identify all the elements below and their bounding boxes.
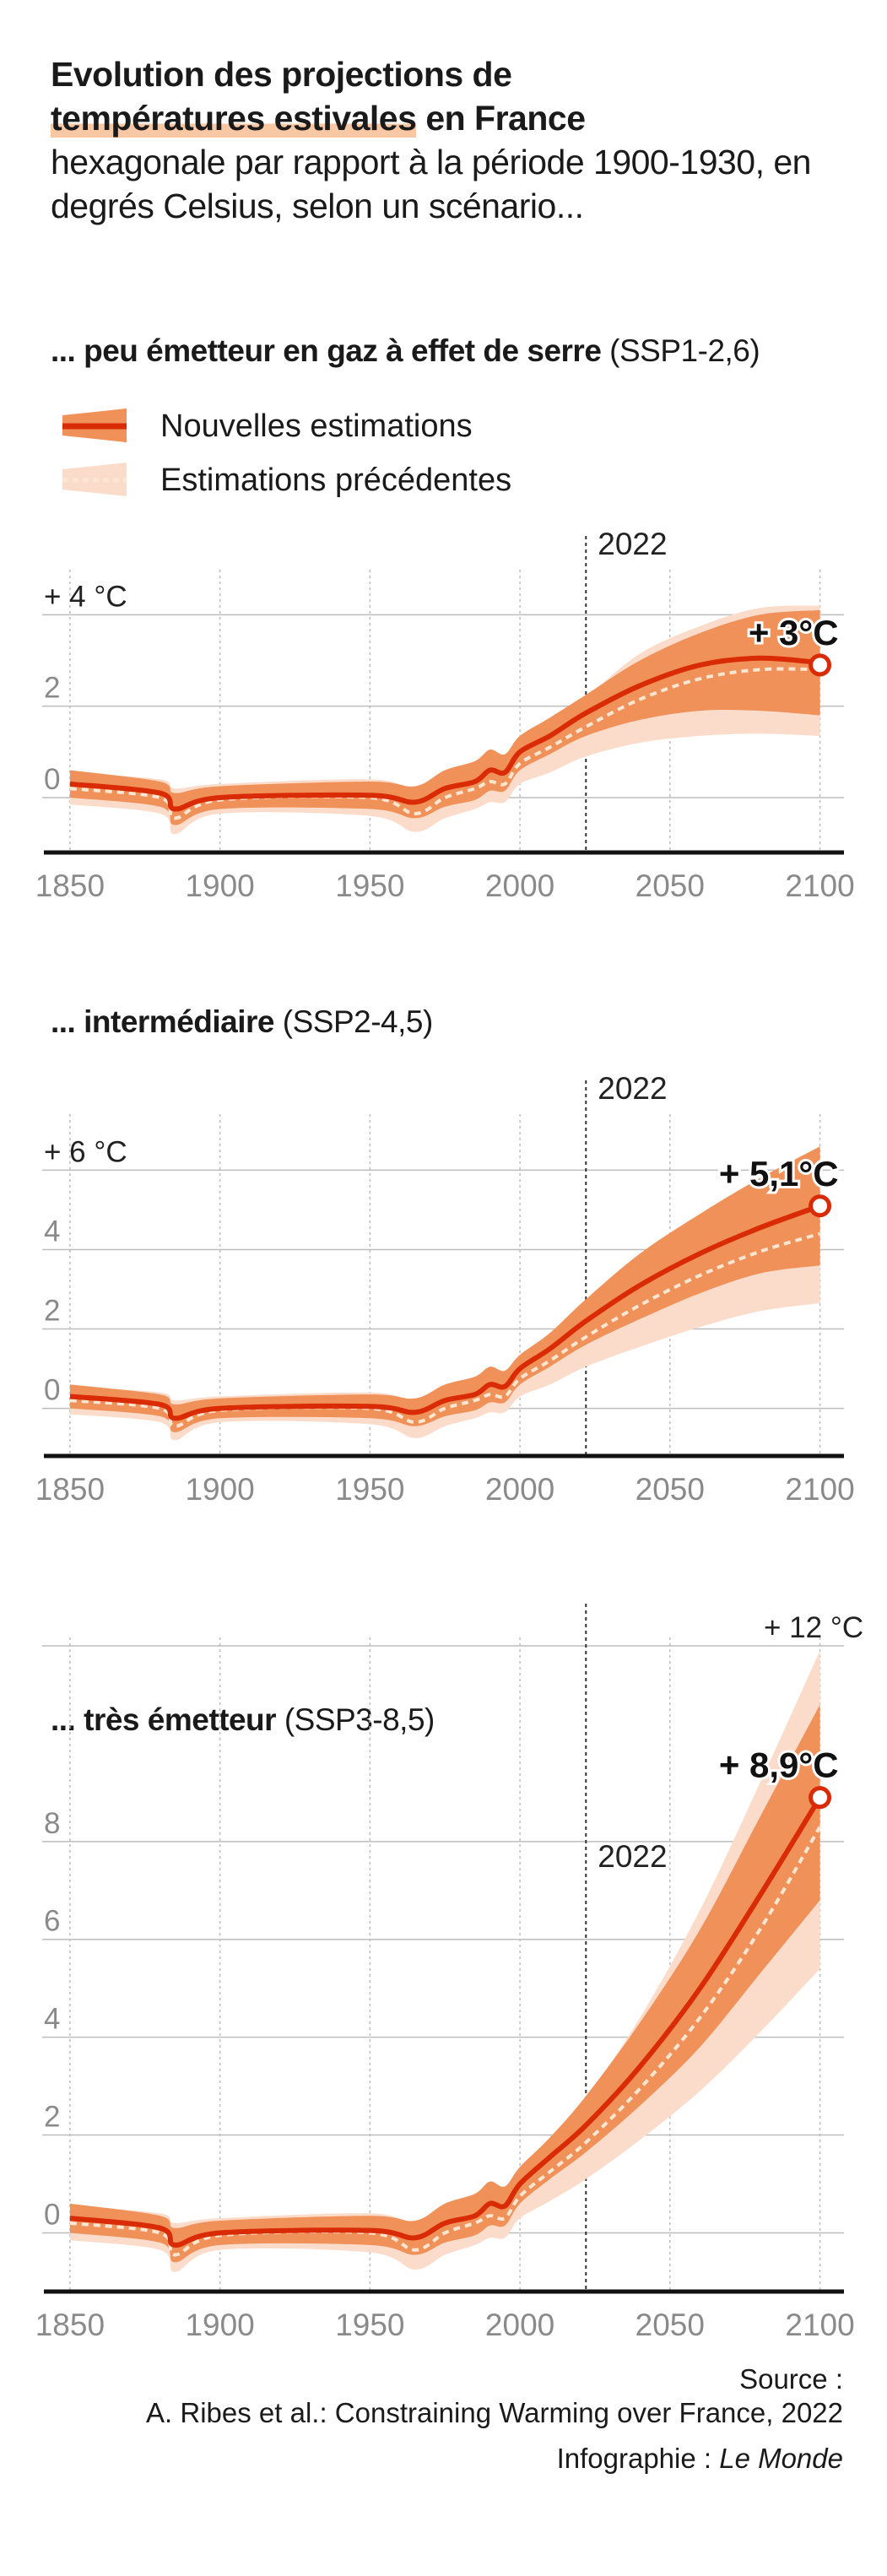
y-tick-label: 8 xyxy=(44,1807,60,1840)
x-tick-label: 1950 xyxy=(335,869,404,903)
x-tick-label: 1950 xyxy=(335,1472,404,1507)
y-tick-label: 2 xyxy=(44,672,60,705)
subtitle-3-bold: ... très émetteur xyxy=(51,1702,277,1737)
x-tick-label: 2000 xyxy=(485,869,554,903)
x-tick-label: 2050 xyxy=(636,2308,705,2338)
x-tick-label: 1900 xyxy=(185,869,254,903)
marker-2022-label: 2022 xyxy=(598,1839,667,1874)
x-tick-label: 2100 xyxy=(785,869,854,903)
band-previous xyxy=(69,1650,820,2272)
title-regular: hexagonale par rapport à la période 1900… xyxy=(51,143,811,225)
title-line-2: températures estivales en France xyxy=(51,96,861,140)
credit: Infographie : Le Monde xyxy=(557,2443,843,2475)
source-text: A. Ribes et al.: Constraining Warming ov… xyxy=(146,2397,843,2428)
end-value-label: + 5,1°C xyxy=(719,1154,839,1193)
x-tick-label: 2050 xyxy=(636,869,705,903)
source-label: Source : xyxy=(739,2363,843,2395)
y-tick-label: 2 xyxy=(44,2101,60,2134)
band-new xyxy=(69,1704,820,2263)
legend-swatch-previous xyxy=(62,463,127,496)
line-previous xyxy=(69,1826,822,2257)
x-tick-label: 2100 xyxy=(785,1472,854,1507)
band-new xyxy=(69,1146,820,1432)
chart-ssp3: 0 2 4 6 8 + 12 °C 2022 + 8,9°C 1850 1900 1950 2000 2… xyxy=(35,1604,863,2338)
band-previous xyxy=(69,605,820,835)
line-previous xyxy=(69,1231,821,1428)
credit-prefix: Infographie : xyxy=(556,2443,720,2474)
title-line-1: Evolution des projections de xyxy=(51,55,512,94)
subtitle-1-bold: ... peu émetteur en gaz à effet de serre xyxy=(51,333,602,368)
x-tick-label: 1900 xyxy=(185,1472,254,1507)
y-tick-label: + 4 °C xyxy=(44,580,127,613)
end-value-label: + 3°C xyxy=(749,613,839,652)
y-tick-label: + 6 °C xyxy=(44,1135,127,1168)
y-tick-label: 4 xyxy=(44,1215,60,1247)
end-marker xyxy=(809,1786,832,1810)
subtitle-3-regular: (SSP3-8,5) xyxy=(276,1702,435,1737)
legend-label-new: Nouvelles estimations xyxy=(160,409,473,444)
y-tick-label: 2 xyxy=(44,1295,60,1328)
x-tick-label: 1950 xyxy=(335,2308,404,2338)
end-marker xyxy=(809,653,832,677)
subtitle-2-regular: (SSP2-4,5) xyxy=(274,1004,434,1039)
x-tick-label: 2000 xyxy=(485,1472,554,1507)
title-highlight: températures estivales xyxy=(51,99,417,138)
title-bold-end: en France xyxy=(416,99,586,138)
y-tick-label: 4 xyxy=(44,2003,60,2036)
y-tick-label: 0 xyxy=(44,1374,60,1407)
subtitle-1-regular: (SSP1-2,6) xyxy=(601,333,760,368)
chart-ssp2: 0 2 4 + 6 °C 2022 + 5,1°C 1850 1900 1950 2000 2050… xyxy=(35,1071,855,1507)
end-marker xyxy=(809,1194,832,1218)
credit-name: Le Monde xyxy=(719,2443,843,2474)
x-tick-label: 1850 xyxy=(35,869,105,903)
marker-2022-label: 2022 xyxy=(598,527,667,561)
x-tick-label: 1900 xyxy=(185,2308,254,2338)
line-new xyxy=(69,1796,823,2248)
x-tick-label: 1850 xyxy=(35,1472,105,1507)
y-tick-label: + 12 °C xyxy=(764,1611,863,1644)
subtitle-scenario-3: ... très émetteur (SSP3-8,5) xyxy=(51,1702,435,1738)
subtitle-scenario-2: ... intermédiaire (SSP2-4,5) xyxy=(51,1004,433,1040)
subtitle-2-bold: ... intermédiaire xyxy=(51,1004,275,1039)
y-tick-label: 6 xyxy=(44,1905,60,1938)
marker-2022-label: 2022 xyxy=(598,1071,667,1106)
legend-label-previous: Estimations précédentes xyxy=(160,463,512,498)
subtitle-scenario-1: ... peu émetteur en gaz à effet de serre… xyxy=(51,333,760,369)
band-new xyxy=(69,609,820,825)
x-tick-label: 1850 xyxy=(35,2308,105,2338)
line-new xyxy=(69,1203,821,1421)
x-tick-label: 2050 xyxy=(636,1472,705,1507)
y-tick-label: 0 xyxy=(44,763,60,796)
chart-title: Evolution des projections de température… xyxy=(51,52,861,228)
x-tick-label: 2100 xyxy=(785,2308,854,2338)
legend-swatch-new xyxy=(62,409,127,442)
chart-ssp1: 0 2 + 4 °C 2022 + 3°C 1850 1900 1950 2000 2050 210… xyxy=(35,527,855,903)
line-new xyxy=(69,655,820,812)
y-tick-label: 0 xyxy=(44,2198,60,2231)
end-value-label: + 8,9°C xyxy=(719,1745,839,1785)
x-tick-label: 2000 xyxy=(485,2308,554,2338)
